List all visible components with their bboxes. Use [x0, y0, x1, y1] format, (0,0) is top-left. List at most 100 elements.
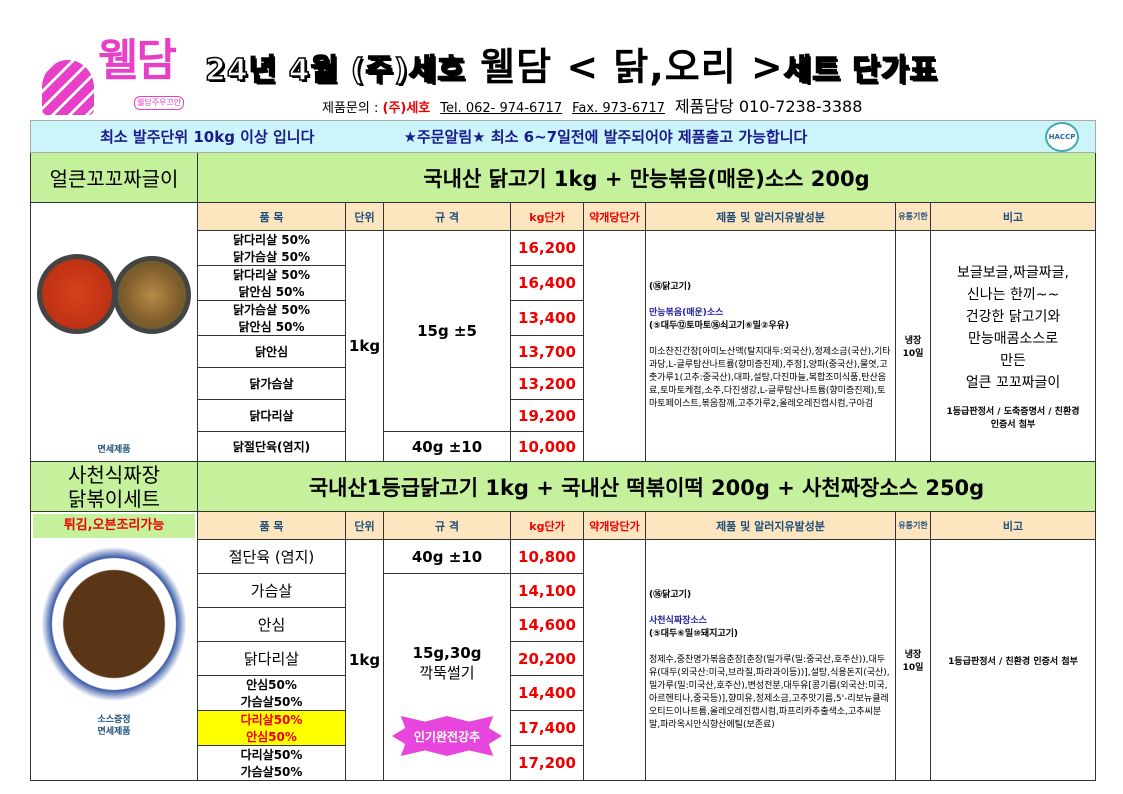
text: 얼큰 꼬꼬짜글이: [965, 375, 1061, 391]
table-cell: 규 격: [383, 202, 511, 231]
table-row: 닭다리살 20,200: [31, 641, 1096, 676]
text: 닭가슴살 50%: [232, 303, 311, 317]
table-cell: 13,200: [510, 367, 584, 400]
section1-image-cell: 면세제품: [30, 202, 198, 462]
text: 10일: [902, 663, 924, 673]
table-cell: 닭다리살: [197, 641, 346, 676]
table-row: 닭절단육(염지) 40g ±10 10,000: [31, 431, 1096, 462]
text: 15g,30g: [412, 644, 482, 662]
table-cell: 가슴살: [197, 573, 346, 608]
text: 면세제품: [97, 727, 131, 737]
pot-image: [37, 254, 117, 334]
text: 다리살50%: [240, 748, 303, 762]
manager-phone: 제품담당 010-7238-3388: [674, 97, 863, 116]
text: 가슴살50%: [240, 695, 303, 709]
text: 닭볶이세트: [68, 486, 160, 511]
text: 사천식짜장: [68, 462, 160, 487]
table-cell: 제품 및 알러지유발성분: [645, 511, 896, 540]
table-cell: 15g ±5: [383, 230, 511, 432]
table-cell: 19,200: [510, 399, 584, 432]
fax: Fax. 973-6717: [572, 101, 665, 116]
table-cell: 14,600: [510, 607, 584, 642]
column-header-row: 튀김,오븐조리가능 소스증정 면세제품 품 목 단위 규 격 kg단가 약개당단가 제품 및…: [30, 511, 1097, 781]
text: 안심50%: [246, 730, 297, 744]
text: 만능매콤소스로: [967, 331, 1059, 347]
section1-title: 얼큰꼬꼬짜글이 국내산 닭고기 1kg + 만능볶음(매운)소스 200g: [30, 152, 1097, 203]
table-cell: 제품 및 알러지유발성분: [645, 202, 896, 231]
text: 1등급판정서 / 도축증명서 / 친환경 인증서 첨부: [946, 407, 1080, 430]
table-cell: 14,100: [510, 573, 584, 608]
ingredients: (⑯닭고기) 사천식짜장소스 (⑤대두⑥밀⑩돼지고기) 정제수,중찬명가볶음춘장[춘장…: [645, 539, 896, 781]
text: 가슴살50%: [240, 765, 303, 779]
text: 닭안심 50%: [238, 320, 305, 334]
text: 냉장: [904, 650, 922, 660]
table-cell: 17,200: [510, 745, 584, 781]
text: (⑯닭고기): [649, 589, 692, 600]
section1-headline: 국내산 닭고기 1kg + 만능볶음(매운)소스 200g: [196, 152, 1097, 203]
table-cell: 닭다리살 50% 닭안심 50%: [197, 265, 346, 301]
table-row: 닭다리살 50% 닭안심 50% 16,400: [31, 265, 1096, 301]
table-cell: 40g ±10: [383, 539, 511, 574]
table-cell: 비고: [929, 511, 1097, 540]
table-cell: kg단가: [510, 202, 584, 231]
text: 닭안심 50%: [238, 285, 305, 299]
text: 보글보글,짜글짜글,: [957, 265, 1069, 281]
text: 소스증정: [97, 715, 131, 725]
table-cell: 유통기한: [895, 202, 931, 231]
table-cell: 13,700: [510, 335, 584, 368]
text: 신나는 한끼~~: [966, 287, 1060, 303]
text: 다리살50%: [240, 713, 303, 727]
table-cell: 1kg: [345, 539, 384, 781]
title-main: 웰담 < 닭,오리 >: [480, 45, 784, 89]
notice-left: 최소 발주단위 10kg 이상 입니다: [30, 120, 384, 153]
tel: Tel. 062- 974-6717: [440, 101, 563, 116]
haccp-badge: HACCP: [1045, 122, 1079, 152]
table-cell: 닭가슴살: [197, 367, 346, 400]
table-cell: 안심50% 가슴살50%: [197, 675, 346, 711]
table-cell: 냉장 10일: [895, 539, 931, 781]
table-cell: 국내산1등급닭고기 1kg + 국내산 떡볶이떡 200g + 사천짜장소스 2…: [196, 461, 1097, 512]
text: 안심50%: [246, 678, 297, 692]
table-cell: 10,000: [510, 431, 584, 462]
table-cell: 1등급판정서 / 친환경 인증서 첨부: [929, 539, 1097, 781]
table-cell: 17,400: [510, 710, 584, 746]
table-cell: 16,400: [510, 265, 584, 301]
text: 미소찬진간장[아미노산액(탈지대두:외국산),정제소금(국산),기타과당,L-글…: [649, 347, 891, 409]
logo-subtext: 웰담주우끄안: [134, 96, 185, 110]
price-table: 최소 발주단위 10kg 이상 입니다 ★주문알림★ 최소 6~7일전에 발주되어…: [30, 120, 1097, 781]
notice-row: 최소 발주단위 10kg 이상 입니다 ★주문알림★ 최소 6~7일전에 발주되어…: [30, 120, 1097, 153]
cooking-tag: 튀김,오븐조리가능: [33, 514, 195, 538]
table-row: 가슴살 15g,30g 깍뚝썰기 14,100: [31, 573, 1096, 781]
table-cell: 비고: [929, 202, 1097, 231]
text: 10일: [902, 349, 924, 359]
section1-name: 얼큰꼬꼬짜글이: [30, 152, 198, 203]
image-caption: 면세제품: [97, 445, 131, 455]
table-cell: [583, 539, 646, 781]
logo-text: 웰담: [98, 35, 177, 86]
product-photo: [32, 242, 197, 442]
table-cell: 절단육 (염지): [197, 539, 346, 574]
table-cell: 15g,30g 깍뚝썰기: [383, 573, 511, 781]
text: 냉장: [904, 336, 922, 346]
text: (⑤대두⑥밀⑩돼지고기): [649, 628, 739, 639]
text: 건강한 닭고기와: [965, 309, 1061, 325]
table-cell: 13,400: [510, 300, 584, 336]
table-cell: 약개당단가: [583, 511, 646, 540]
title-suffix: 세트 단가표: [783, 52, 939, 89]
ingredients: (⑯닭고기) 만능볶음(매운)소스 (⑤대두⑫토마토⑯쇠고기⑥밀②우유) 미소찬진간장…: [645, 230, 896, 462]
text: 사천식짜장소스: [649, 615, 707, 626]
table-row: 절단육 (염지) 1kg 40g ±10 10,800 (⑯닭고기) 사천식짜장소스 (⑤…: [31, 539, 1097, 781]
table-row: 닭다리살 19,200: [31, 399, 1096, 432]
table-cell: 40g ±10: [383, 431, 511, 462]
text: 깍뚝썰기: [419, 664, 475, 682]
text: 만든: [1000, 353, 1026, 369]
logo-shape: [42, 60, 94, 115]
table-cell: kg단가: [510, 511, 584, 540]
table-cell: 닭다리살: [197, 399, 346, 432]
text: (⑤대두⑫토마토⑯쇠고기⑥밀②우유): [649, 321, 790, 331]
table-cell: 단위: [345, 511, 384, 540]
page-title: 24년 4월 (주)세호 웰담 < 닭,오리 >세트 단가표: [204, 36, 1085, 89]
product-photo: [35, 540, 193, 708]
